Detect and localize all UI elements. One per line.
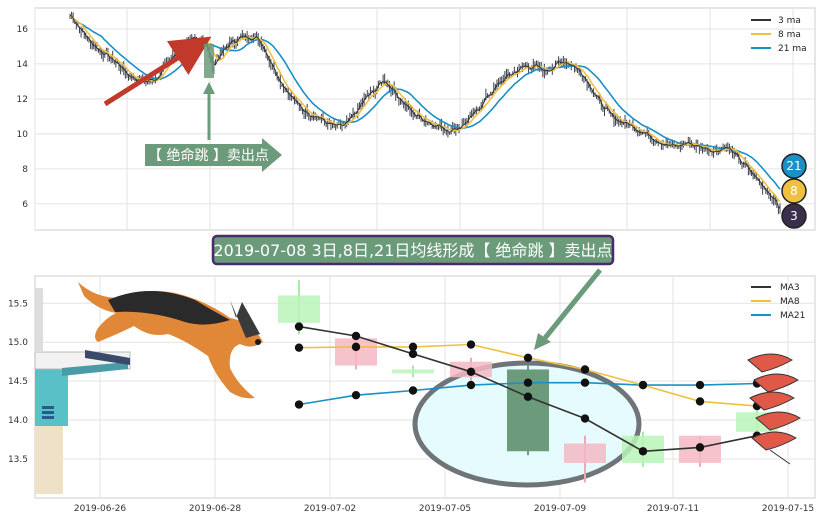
bottom-candle-body — [392, 369, 434, 374]
top-y-tick-label: 16 — [17, 25, 29, 35]
bottom-ma3-point — [523, 392, 533, 401]
bottom-ma21-point — [580, 378, 590, 387]
bottom-x-tick-label: 2019-07-15 — [762, 504, 814, 514]
bottom-candle-body — [335, 338, 377, 366]
badge-3 — [781, 203, 807, 229]
bottom-y-tick-label: 14.0 — [8, 416, 28, 426]
bottom-ma8-point — [294, 343, 304, 352]
bottom-ma3-point — [351, 331, 361, 341]
top-legend: 3 ma 8 ma 21 ma — [751, 16, 807, 54]
banner-text: 2019-07-08 3日,8日,21日均线形成【 绝命跳 】卖出点 — [213, 241, 612, 260]
bottom-y-tick-label: 15.0 — [8, 338, 28, 348]
bottom-x-tick-label: 2019-06-28 — [189, 504, 242, 514]
bottom-ma21-point — [351, 390, 361, 400]
bottom-x-tick-label: 2019-06-26 — [74, 504, 127, 514]
top-y-tick-label: 8 — [22, 165, 28, 175]
top-legend-8ma: 8 ma — [778, 30, 801, 40]
bottom-ma8-point — [523, 353, 533, 362]
top-y-tick-label: 6 — [22, 200, 28, 210]
bottom-x-ticks: 2019-06-26 2019-06-28 2019-07-02 2019-07-05… — [74, 504, 814, 514]
badge-3-label: 3 — [790, 209, 798, 223]
bottom-ma21-point — [294, 400, 304, 409]
bottom-y-tick-label: 15.5 — [8, 299, 28, 309]
badge-21 — [781, 153, 807, 179]
top-legend-3ma: 3 ma — [778, 16, 801, 26]
bottom-ma8-point — [351, 342, 361, 352]
up-arrow-head — [203, 82, 215, 94]
bottom-legend-ma8: MA8 — [780, 297, 800, 307]
annotation-banner: 2019-07-08 3日,8日,21日均线形成【 绝命跳 】卖出点 — [211, 234, 615, 266]
bottom-panel: 13.514.014.515.015.5 2019-06-26 2019-06-2… — [8, 268, 816, 514]
bottom-ma21-point — [695, 380, 705, 390]
bottom-x-tick-label: 2019-07-02 — [304, 504, 356, 514]
bottom-ma8-point — [466, 340, 476, 349]
top-y-ticks: 6 8 10 12 14 16 — [17, 25, 29, 210]
bottom-ma3-point — [638, 447, 648, 456]
bottom-ma8-point — [695, 397, 705, 406]
bottom-ma21-point — [408, 386, 418, 395]
sell-point-arrow-label — [145, 138, 282, 172]
bottom-legend: MA3 MA8 MA21 — [751, 283, 805, 321]
badge-8-label: 8 — [790, 184, 798, 198]
bottom-ma8-point — [580, 365, 590, 374]
bottom-ma3-point — [695, 443, 705, 452]
top-panel: 6 8 10 12 14 16 3 ma 8 ma 21 ma 【 绝命跳 】卖出点 21… — [17, 7, 816, 231]
diagonal-arrow-head — [534, 333, 551, 350]
bottom-x-tick-label: 2019-07-11 — [647, 504, 699, 514]
trend-arrow — [103, 36, 212, 107]
bottom-ma3-point — [580, 414, 590, 423]
top-grid — [34, 8, 815, 230]
bottom-ma21-point — [523, 378, 533, 387]
bottom-candle-body — [564, 443, 606, 463]
bottom-ma8-point — [638, 380, 648, 390]
bottom-ma3-point — [466, 367, 476, 377]
bottom-legend-ma21: MA21 — [780, 311, 805, 321]
sell-point-label: 【 绝命跳 】卖出点 — [148, 147, 269, 164]
bottom-ma-lines — [294, 322, 762, 456]
bottom-x-tick-label: 2019-07-05 — [419, 504, 471, 514]
top-plot-area — [34, 7, 816, 231]
jumping-dog-illustration — [78, 282, 263, 399]
top-y-tick-label: 12 — [17, 95, 28, 105]
badge-8 — [781, 178, 807, 204]
bottom-y-tick-label: 13.5 — [8, 455, 28, 465]
bottom-y-ticks: 13.5 14.0 14.5 15.0 15.5 — [8, 299, 28, 465]
badge-21-label: 21 — [786, 159, 801, 173]
bottom-ma3-point — [408, 349, 418, 359]
top-legend-21ma: 21 ma — [778, 44, 807, 54]
ma-badges: 21 8 3 — [781, 153, 807, 229]
highlight-box — [204, 44, 214, 78]
bottom-ma3-point — [294, 322, 304, 331]
diagonal-arrow-shaft — [543, 268, 602, 340]
top-y-tick-label: 14 — [17, 60, 29, 70]
cliff-illustration — [34, 288, 131, 494]
bottom-x-tick-label: 2019-07-09 — [534, 504, 587, 514]
bottom-legend-ma3: MA3 — [780, 283, 800, 293]
top-y-tick-label: 10 — [17, 130, 29, 140]
bottom-candle-body — [278, 295, 320, 323]
banner-box — [211, 234, 615, 266]
shrimp-illustration — [747, 353, 801, 465]
bottom-ma21-point — [466, 380, 476, 390]
bottom-y-tick-label: 14.5 — [8, 377, 28, 387]
bottom-ma8-point — [408, 342, 418, 352]
